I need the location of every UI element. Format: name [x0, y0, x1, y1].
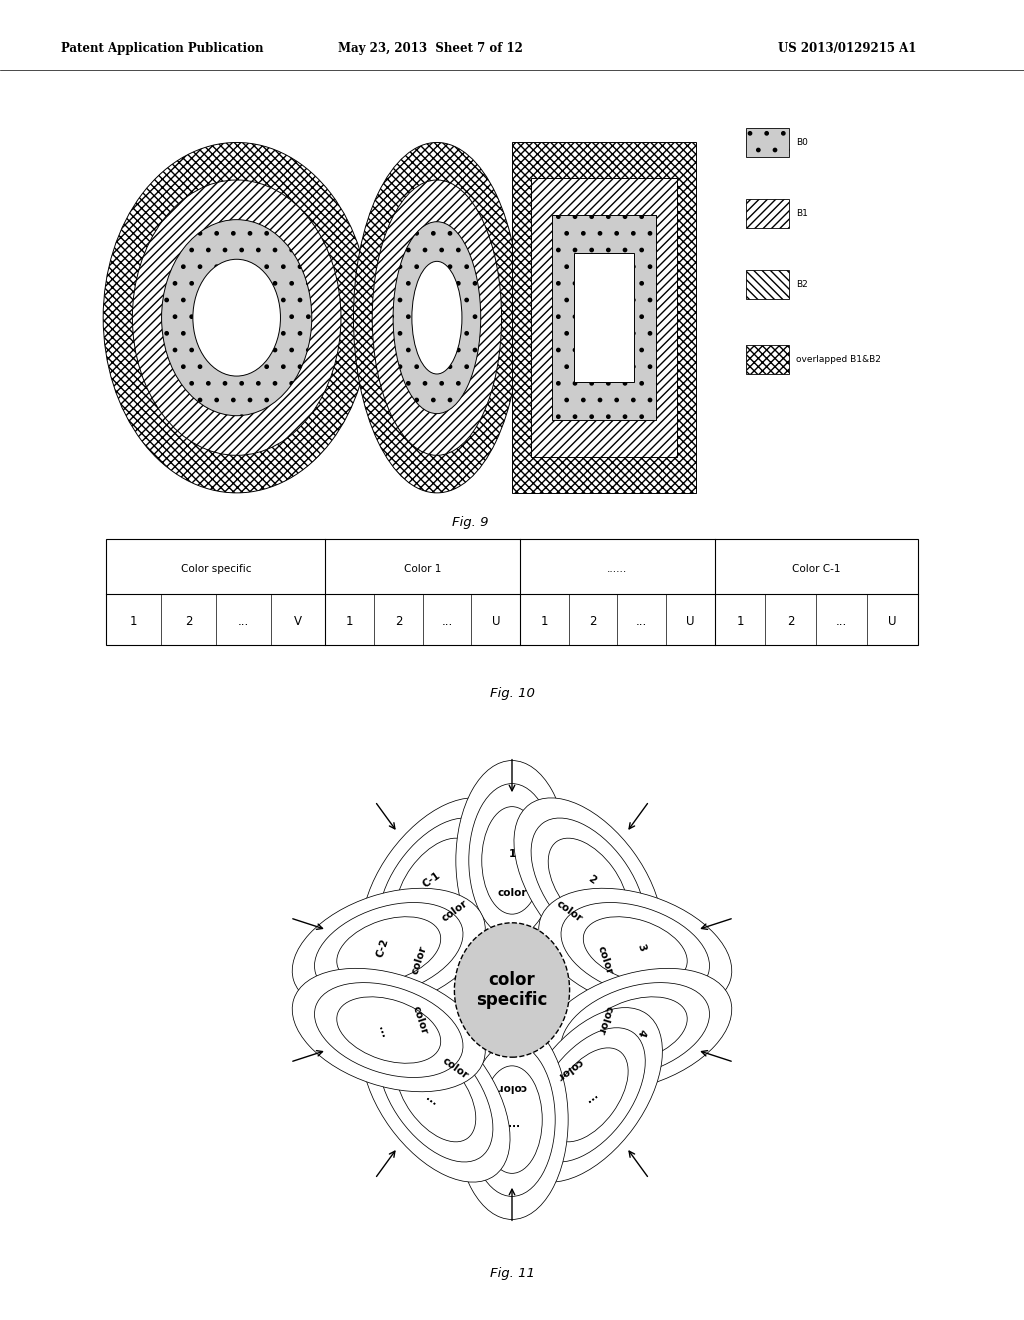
- Bar: [745, 346, 790, 375]
- Text: color: color: [554, 1056, 584, 1081]
- Ellipse shape: [481, 1065, 543, 1173]
- Text: color: color: [411, 944, 429, 975]
- Ellipse shape: [514, 1007, 663, 1183]
- Ellipse shape: [561, 982, 710, 1077]
- Text: ...: ...: [585, 1093, 600, 1107]
- Text: U: U: [686, 615, 694, 628]
- Ellipse shape: [396, 1048, 476, 1142]
- Ellipse shape: [379, 818, 493, 952]
- Ellipse shape: [584, 997, 687, 1064]
- Ellipse shape: [292, 969, 485, 1092]
- Ellipse shape: [469, 784, 555, 937]
- Text: 1: 1: [130, 615, 137, 628]
- Text: ...: ...: [636, 615, 647, 628]
- Text: Fig. 10: Fig. 10: [489, 686, 535, 700]
- Ellipse shape: [373, 180, 502, 455]
- Text: color: color: [440, 899, 470, 924]
- Text: ...: ...: [424, 1093, 439, 1107]
- Text: color: color: [595, 944, 613, 975]
- Text: ...: ...: [441, 615, 453, 628]
- Ellipse shape: [132, 180, 341, 455]
- Text: ...: ...: [836, 615, 847, 628]
- Text: color: color: [554, 899, 584, 924]
- Text: B1: B1: [796, 209, 808, 218]
- Text: ...: ...: [376, 1024, 389, 1039]
- Ellipse shape: [337, 916, 440, 983]
- Bar: [745, 128, 790, 157]
- Text: ...: ...: [506, 1121, 518, 1131]
- Text: ......: ......: [607, 564, 628, 574]
- Ellipse shape: [292, 888, 485, 1011]
- Text: 4: 4: [636, 1027, 647, 1038]
- Text: color: color: [440, 1056, 470, 1081]
- Ellipse shape: [584, 916, 687, 983]
- Ellipse shape: [539, 969, 732, 1092]
- Text: C-1: C-1: [421, 870, 442, 890]
- Ellipse shape: [361, 797, 510, 973]
- Text: 1: 1: [346, 615, 353, 628]
- Text: US 2013/0129215 A1: US 2013/0129215 A1: [778, 42, 916, 55]
- Ellipse shape: [412, 261, 462, 374]
- Ellipse shape: [353, 143, 520, 492]
- Text: color: color: [595, 1005, 613, 1036]
- Text: color: color: [498, 1082, 526, 1092]
- Text: U: U: [888, 615, 896, 628]
- Ellipse shape: [361, 1007, 510, 1183]
- Ellipse shape: [481, 807, 543, 915]
- Text: 2: 2: [586, 874, 598, 886]
- Text: 1: 1: [508, 849, 516, 859]
- Text: B2: B2: [796, 280, 808, 289]
- Ellipse shape: [548, 1048, 628, 1142]
- Ellipse shape: [548, 838, 628, 932]
- Text: 3: 3: [636, 942, 647, 953]
- Text: Fig. 11: Fig. 11: [489, 1267, 535, 1280]
- Text: 2: 2: [185, 615, 193, 628]
- Text: ...: ...: [238, 615, 249, 628]
- Bar: [745, 271, 790, 300]
- Text: 1: 1: [736, 615, 743, 628]
- Text: Color C-1: Color C-1: [792, 564, 841, 574]
- Text: 2: 2: [787, 615, 795, 628]
- Ellipse shape: [514, 797, 663, 973]
- Text: color
specific: color specific: [476, 970, 548, 1010]
- Text: color: color: [411, 1005, 429, 1036]
- Text: C-2: C-2: [375, 937, 390, 958]
- Ellipse shape: [193, 259, 281, 376]
- Text: 1: 1: [541, 615, 548, 628]
- Ellipse shape: [393, 222, 480, 413]
- Bar: [512, 143, 695, 492]
- Ellipse shape: [314, 982, 463, 1077]
- Ellipse shape: [396, 838, 476, 932]
- Bar: [106, 539, 918, 644]
- Text: Color 1: Color 1: [404, 564, 441, 574]
- Ellipse shape: [539, 888, 732, 1011]
- Ellipse shape: [314, 903, 463, 998]
- Ellipse shape: [337, 997, 440, 1064]
- Bar: [573, 253, 634, 383]
- Text: Color specific: Color specific: [180, 564, 251, 574]
- Ellipse shape: [455, 923, 569, 1057]
- Ellipse shape: [379, 1028, 493, 1162]
- Text: color: color: [498, 888, 526, 898]
- Text: V: V: [294, 615, 302, 628]
- Ellipse shape: [456, 760, 568, 960]
- Text: 2: 2: [590, 615, 597, 628]
- Text: Fig. 9: Fig. 9: [452, 516, 488, 528]
- Ellipse shape: [469, 1043, 555, 1196]
- Text: 2: 2: [394, 615, 402, 628]
- Bar: [530, 178, 677, 458]
- Text: U: U: [492, 615, 500, 628]
- Text: May 23, 2013  Sheet 7 of 12: May 23, 2013 Sheet 7 of 12: [338, 42, 522, 55]
- Ellipse shape: [456, 1020, 568, 1220]
- Text: overlapped B1&B2: overlapped B1&B2: [796, 355, 881, 364]
- Text: B0: B0: [796, 139, 808, 147]
- Text: Patent Application Publication: Patent Application Publication: [61, 42, 264, 55]
- Ellipse shape: [531, 818, 645, 952]
- Bar: [552, 215, 656, 420]
- Ellipse shape: [103, 143, 370, 492]
- Ellipse shape: [162, 219, 311, 416]
- Bar: [745, 199, 790, 228]
- Ellipse shape: [561, 903, 710, 998]
- Ellipse shape: [531, 1028, 645, 1162]
